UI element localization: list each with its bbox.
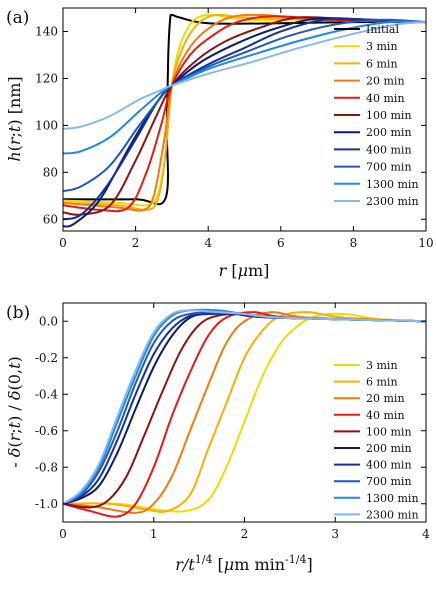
series-line-40-min (63, 311, 426, 518)
legend-label: Initial (366, 23, 399, 36)
x-tick-label: 4 (422, 527, 430, 541)
y-tick-label: -0.2 (35, 351, 58, 365)
series-line-3-min (63, 13, 426, 207)
legend-label: 6 min (366, 57, 398, 70)
legend: 3 min 6 min 20 min 40 min 100 min 200 min 400 … (334, 359, 419, 521)
legend-label: 200 min (366, 442, 412, 455)
x-tick-label: 4 (204, 236, 212, 250)
series-line-6-min (63, 13, 426, 211)
series-line-40-min (63, 15, 426, 213)
y-axis-label: h(r;t) [nm] (5, 76, 24, 161)
legend: Initial 3 min 6 min 20 min 40 min 100 min 200 … (334, 23, 419, 208)
y-axis-label: - δ(r;t) / δ(0,t) (5, 356, 24, 468)
series-line-200-min (63, 17, 426, 228)
legend-label: 400 min (366, 143, 412, 156)
legend-label: 3 min (366, 40, 398, 53)
series-line-20-min (63, 311, 426, 514)
x-tick-label: 8 (350, 236, 358, 250)
y-tick-label: -0.8 (35, 460, 58, 474)
x-tick-label: 1 (150, 527, 158, 541)
x-tick-label: 10 (418, 236, 433, 250)
chart-panel-a: 0 2 4 6 8 10 60 80 100 120 140 (a) r [μm] h(r;t) [nm]… (5, 7, 434, 280)
y-tick-label: 0.0 (39, 314, 58, 328)
chart-panel-b: 0 1 2 3 4 0.0 -0.2 -0.4 -0.6 -0.8 -1.0 (b) r/t1/4 [μ… (5, 302, 430, 574)
x-tick-label: 0 (59, 527, 67, 541)
y-tick-label: 140 (35, 24, 58, 38)
legend-label: 700 min (366, 475, 412, 488)
panel-label: (a) (6, 8, 29, 28)
legend-label: 100 min (366, 109, 412, 122)
y-tick-label: -0.6 (35, 424, 58, 438)
y-tick-label: 120 (35, 71, 58, 85)
x-axis-label: r [μm] (219, 261, 270, 280)
legend-label: 200 min (366, 126, 412, 139)
plot-frame (62, 7, 427, 232)
series-line-2300-min (63, 309, 426, 505)
y-tick-label: 80 (43, 165, 58, 179)
x-tick-label: 2 (241, 527, 249, 541)
legend-label: 400 min (366, 459, 412, 472)
panel-label: (b) (6, 303, 30, 323)
x-tick-label: 0 (59, 236, 67, 250)
legend-label: 1300 min (366, 178, 419, 191)
legend-label: 3 min (366, 359, 398, 372)
y-tick-label: -0.4 (35, 387, 59, 401)
legend-label: 1300 min (366, 492, 419, 505)
series-line-3-min (63, 312, 426, 513)
legend-label: 20 min (366, 392, 405, 405)
legend-label: 40 min (366, 409, 405, 422)
y-tick-label: -1.0 (35, 497, 58, 511)
x-axis-label: r/t1/4 [μm min-1/4] (175, 553, 312, 574)
legend-label: 2300 min (366, 195, 419, 208)
series-line-700-min (63, 18, 426, 193)
series-line-100-min (63, 16, 426, 216)
series-line-2300-min (63, 21, 426, 130)
legend-label: 20 min (366, 75, 405, 88)
series-line-400-min (63, 312, 426, 505)
legend-label: 40 min (366, 92, 405, 105)
legend-label: 6 min (366, 376, 398, 389)
x-tick-label: 6 (277, 236, 285, 250)
legend-label: 100 min (366, 425, 412, 438)
x-tick-label: 2 (132, 236, 140, 250)
y-tick-label: 100 (35, 118, 58, 132)
series-group (63, 308, 426, 518)
x-tick-label: 3 (331, 527, 339, 541)
y-tick-label: 60 (43, 212, 58, 226)
legend-label: 2300 min (366, 508, 419, 521)
legend-label: 700 min (366, 161, 412, 174)
series-line-6-min (63, 311, 426, 513)
